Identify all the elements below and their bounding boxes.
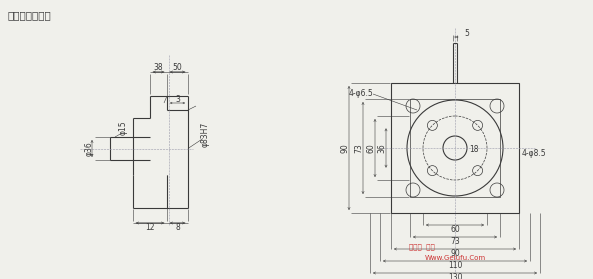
Text: 带底脚减速装置: 带底脚减速装置 bbox=[8, 10, 52, 20]
Text: 36: 36 bbox=[378, 143, 387, 153]
Text: φ36: φ36 bbox=[84, 141, 94, 156]
Bar bbox=[391, 83, 519, 213]
Text: 73: 73 bbox=[450, 237, 460, 246]
Text: 60: 60 bbox=[450, 225, 460, 234]
Text: 90: 90 bbox=[450, 249, 460, 258]
Text: 8: 8 bbox=[175, 223, 180, 232]
Text: 73: 73 bbox=[355, 143, 364, 153]
Bar bbox=[410, 99, 500, 197]
Text: 110: 110 bbox=[448, 261, 462, 270]
Text: 5: 5 bbox=[464, 28, 470, 37]
Text: 38: 38 bbox=[154, 64, 163, 73]
Text: φ15: φ15 bbox=[119, 121, 127, 135]
Text: 3: 3 bbox=[175, 95, 180, 104]
Text: 格鲁夫  机械: 格鲁夫 机械 bbox=[409, 244, 435, 250]
Text: 90: 90 bbox=[340, 143, 349, 153]
Text: Www.Gelufu.Com: Www.Gelufu.Com bbox=[425, 255, 486, 261]
Text: 4-φ8.5: 4-φ8.5 bbox=[522, 148, 547, 158]
Text: 60: 60 bbox=[366, 143, 375, 153]
Text: φ83H7: φ83H7 bbox=[200, 122, 209, 147]
Text: 4-φ6.5: 4-φ6.5 bbox=[348, 88, 373, 97]
Text: 12: 12 bbox=[145, 223, 155, 232]
Text: 18: 18 bbox=[469, 146, 479, 155]
Text: 130: 130 bbox=[448, 273, 463, 279]
Text: 50: 50 bbox=[173, 64, 183, 73]
